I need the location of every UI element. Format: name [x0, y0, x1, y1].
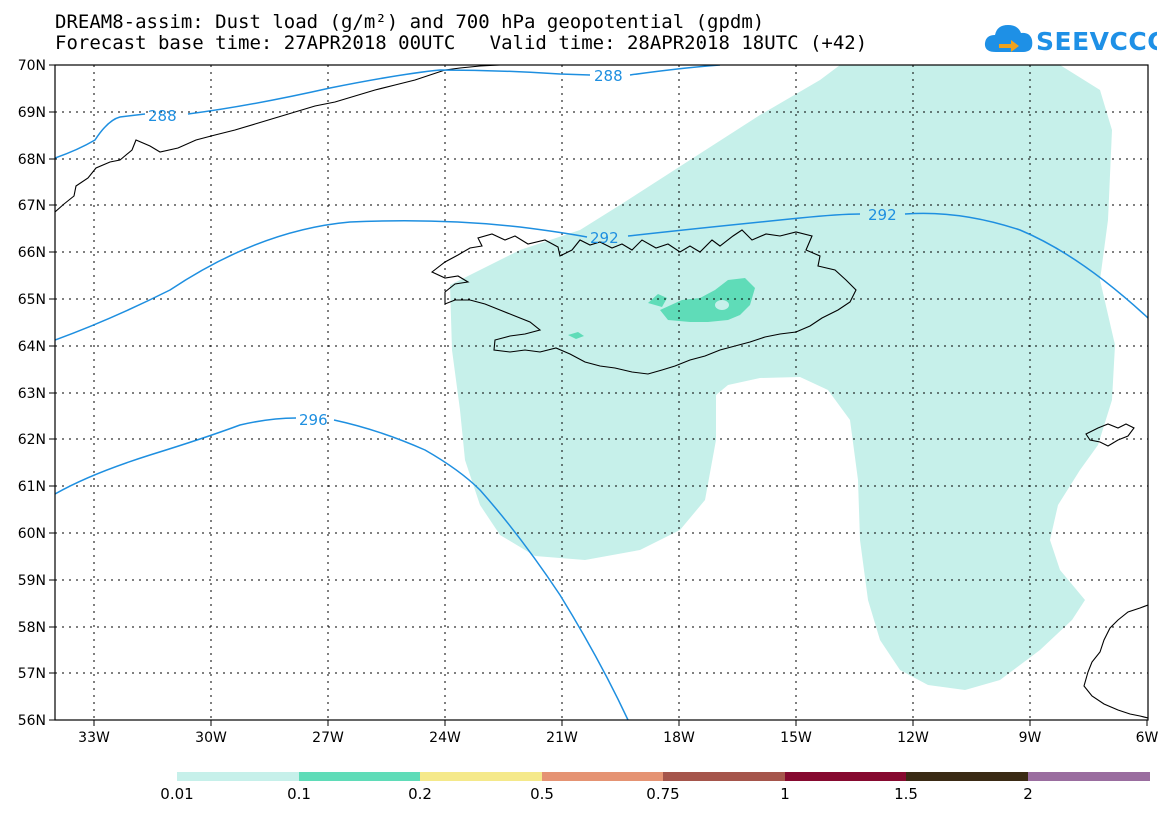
lat-label: 58N — [18, 620, 46, 636]
lon-label: 30W — [195, 730, 227, 746]
dust-gap — [715, 300, 729, 310]
colorbar-label: 1 — [780, 785, 790, 803]
colorbar-label: 0.1 — [287, 785, 311, 803]
lon-label: 6W — [1136, 730, 1159, 746]
colorbar-label: 0.2 — [408, 785, 432, 803]
contour-label-288-west: 288 — [148, 107, 177, 125]
colorbar: 0.01 0.1 0.2 0.5 0.75 1 1.5 2 — [160, 772, 1150, 803]
colorbar-label: 0.01 — [160, 785, 193, 803]
map-title: DREAM8-assim: Dust load (g/m²) and 700 h… — [55, 11, 765, 33]
colorbar-swatch — [785, 772, 906, 781]
dust-shading-mid-patch2 — [648, 294, 667, 307]
greenland-coastline — [55, 65, 501, 213]
lon-label: 12W — [897, 730, 929, 746]
longitude-labels: 33W 30W 27W 24W 21W 18W 15W 12W 9W 6W — [78, 730, 1158, 746]
lon-label: 9W — [1019, 730, 1042, 746]
lat-label: 61N — [18, 479, 46, 495]
geopotential-contours — [55, 65, 1148, 720]
lon-label: 24W — [429, 730, 461, 746]
contour-label-296: 296 — [299, 411, 328, 429]
lat-label: 59N — [18, 573, 46, 589]
colorbar-swatch — [663, 772, 785, 781]
colorbar-swatch — [299, 772, 420, 781]
dust-shading-low — [450, 65, 1115, 690]
cloud-arrow-icon — [984, 25, 1033, 52]
colorbar-label: 0.75 — [646, 785, 679, 803]
lat-label: 70N — [18, 58, 46, 74]
lat-label: 68N — [18, 152, 46, 168]
faroe-islands-coastline — [1085, 423, 1135, 447]
lon-label: 33W — [78, 730, 110, 746]
contour-labels: 288 288 292 292 296 — [148, 67, 897, 429]
lat-label: 69N — [18, 105, 46, 121]
dust-shading-mid-patch3 — [568, 332, 584, 339]
coastlines — [55, 65, 1148, 719]
lat-label: 65N — [18, 292, 46, 308]
lat-label: 60N — [18, 526, 46, 542]
colorbar-label: 0.5 — [530, 785, 554, 803]
contour-288-north — [55, 65, 721, 159]
lat-label: 62N — [18, 432, 46, 448]
lat-label: 57N — [18, 666, 46, 682]
contour-label-292-center: 292 — [590, 229, 619, 247]
contour-label-288-north: 288 — [594, 67, 623, 85]
lat-label: 64N — [18, 339, 46, 355]
map-content: 288 288 292 292 296 — [55, 65, 1148, 720]
contour-label-292-east: 292 — [868, 206, 897, 224]
lat-label: 56N — [18, 713, 46, 729]
colorbar-swatch — [1028, 772, 1150, 781]
dust-shading-mid — [660, 278, 755, 322]
lon-label: 18W — [663, 730, 695, 746]
lat-label: 63N — [18, 386, 46, 402]
seevccc-logo: SEEVCCC — [984, 25, 1157, 56]
scotland-coastline — [1083, 604, 1148, 719]
lon-label: 21W — [546, 730, 578, 746]
axis-ticks — [49, 64, 1148, 726]
lon-label: 27W — [312, 730, 344, 746]
colorbar-swatch — [177, 772, 299, 781]
map-subtitle: Forecast base time: 27APR2018 00UTC Vali… — [55, 32, 868, 54]
iceland-coastline — [430, 229, 857, 375]
colorbar-swatch — [420, 772, 542, 781]
contour-296 — [55, 417, 629, 720]
lat-label: 67N — [18, 198, 46, 214]
colorbar-label: 1.5 — [894, 785, 918, 803]
colorbar-label: 2 — [1023, 785, 1033, 803]
colorbar-swatch — [542, 772, 663, 781]
lon-label: 15W — [780, 730, 812, 746]
latitude-labels: 70N 69N 68N 67N 66N 65N 64N 63N 62N 61N … — [18, 58, 46, 729]
graticule — [55, 65, 1148, 720]
contour-292 — [55, 212, 1148, 341]
lat-label: 66N — [18, 245, 46, 261]
colorbar-swatch — [906, 772, 1028, 781]
logo-text: SEEVCCC — [1036, 27, 1157, 56]
